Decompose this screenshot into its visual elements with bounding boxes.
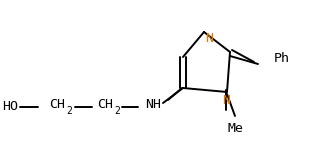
Text: HO: HO (2, 100, 18, 114)
Text: 2: 2 (66, 106, 72, 116)
Text: Ph: Ph (274, 52, 290, 65)
Text: 2: 2 (114, 106, 120, 116)
Text: NH: NH (145, 98, 161, 111)
Text: N: N (222, 94, 230, 107)
Text: N: N (205, 31, 213, 45)
Text: CH: CH (97, 98, 113, 111)
Text: Me: Me (228, 121, 244, 135)
Text: CH: CH (49, 98, 65, 111)
